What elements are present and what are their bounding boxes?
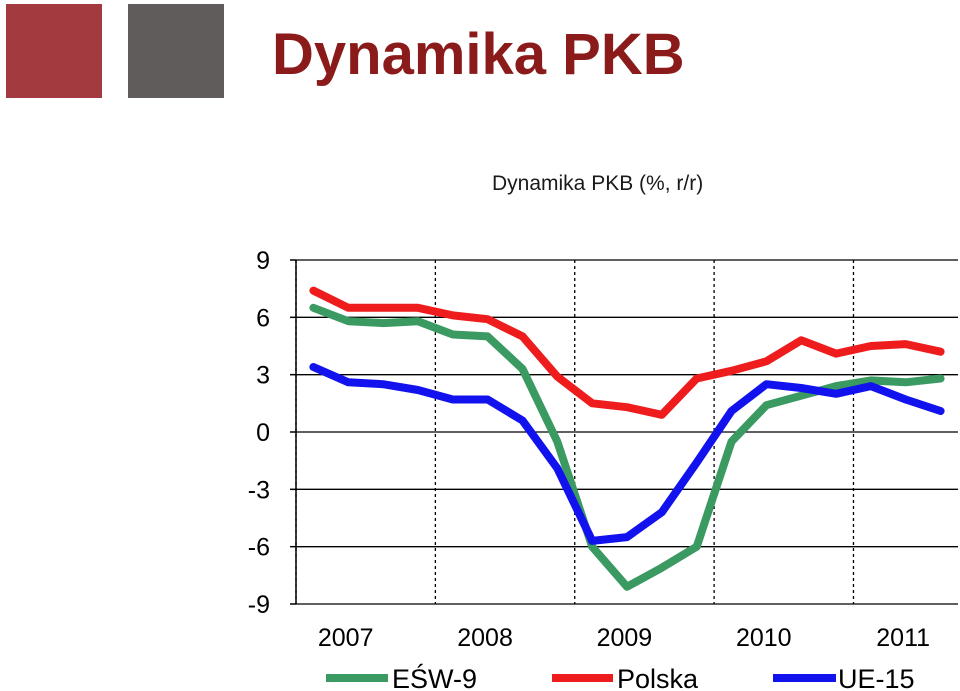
- x-axis-tick-labels: 2007 2008 2009 2010 2011: [318, 624, 930, 652]
- series-line-1: [309, 303, 945, 591]
- x-tick-label: 2011: [876, 624, 930, 652]
- legend-label: EŚW-9: [392, 662, 477, 691]
- series-line-2: [309, 286, 945, 419]
- legend-label: Polska: [617, 664, 699, 691]
- y-tick-label: 0: [256, 419, 270, 447]
- y-tick-label: 9: [256, 247, 270, 275]
- x-tick-label: 2008: [457, 624, 513, 652]
- chart-legend: EŚW-9 Polska UE-15: [326, 662, 915, 691]
- x-tick-label: 2010: [736, 624, 792, 652]
- slide-title: Dynamika PKB: [272, 22, 685, 87]
- y-axis-tick-labels: 9 6 3 0 -3 -6 -9: [248, 247, 270, 619]
- decorative-square-gray: [128, 4, 224, 98]
- y-tick-label: 6: [256, 304, 270, 332]
- y-tick-label: -6: [248, 534, 270, 562]
- chart-grid: [295, 259, 958, 605]
- chart-axes: [290, 259, 297, 605]
- decorative-square-red: [6, 4, 102, 98]
- chart-title: Dynamika PKB (%, r/r): [492, 172, 704, 195]
- x-tick-label: 2009: [597, 624, 653, 652]
- y-tick-label: -9: [248, 591, 270, 619]
- series-line-3: [309, 363, 945, 545]
- legend-label: UE-15: [838, 664, 915, 691]
- y-tick-label: 3: [256, 362, 270, 390]
- x-tick-label: 2007: [318, 624, 374, 652]
- chart-series: [309, 286, 945, 591]
- y-tick-label: -3: [248, 476, 270, 504]
